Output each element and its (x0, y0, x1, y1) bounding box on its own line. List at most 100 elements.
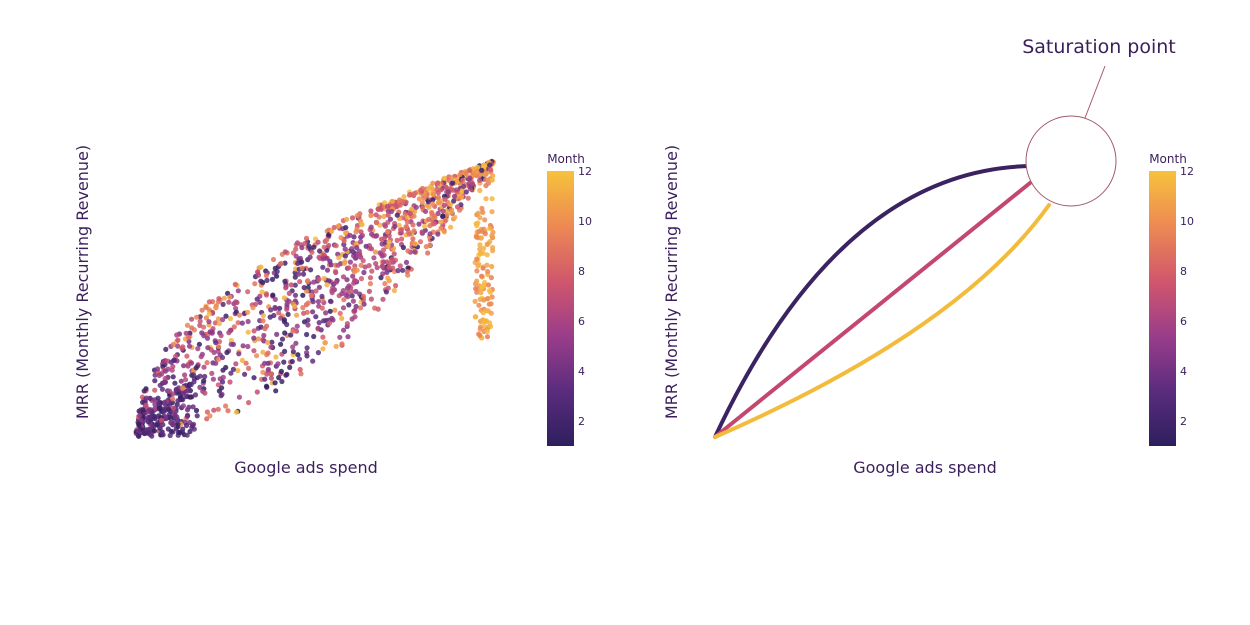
scatter-point (276, 375, 282, 381)
scatter-point (268, 344, 274, 350)
scatter-point (326, 320, 332, 326)
scatter-point (374, 265, 380, 271)
scatter-point (204, 335, 211, 341)
scatter-point (358, 239, 364, 245)
scatter-point (459, 194, 465, 200)
scatter-point (294, 312, 300, 318)
scatter-point (473, 314, 479, 320)
scatter-point (169, 367, 175, 373)
scatter-point (263, 383, 270, 389)
scatter-point (197, 373, 203, 379)
scatter-point (152, 378, 158, 384)
scatter-point (316, 284, 322, 290)
scatter-point (232, 281, 238, 287)
scatter-point (394, 237, 400, 243)
scatter-point (281, 317, 287, 323)
scatter-point (175, 398, 181, 404)
scatter-point (260, 349, 266, 355)
scatter-point (235, 368, 241, 374)
scatter-point (273, 354, 279, 360)
scatter-point (475, 164, 481, 170)
scatter-point (441, 202, 447, 208)
scatter-point (152, 401, 158, 407)
scatter-point (252, 281, 258, 287)
scatter-point (320, 256, 326, 262)
curves-x-axis-label: Google ads spend (853, 458, 997, 477)
scatter-point (264, 323, 270, 329)
scatter-point (236, 312, 242, 318)
scatter-point (353, 288, 359, 295)
scatter-point (381, 222, 387, 228)
scatter-point (194, 413, 200, 419)
scatter-point (183, 422, 190, 429)
scatter-point (293, 340, 299, 346)
scatter-point (387, 216, 394, 222)
scatter-point (188, 360, 195, 366)
scatter-point (333, 343, 339, 349)
scatter-point (484, 329, 490, 335)
scatter-point (372, 249, 379, 255)
scatter-point (473, 286, 479, 292)
scatter-point (272, 265, 278, 271)
scatter-point (405, 248, 411, 254)
scatter-point (411, 213, 417, 219)
scatter-point (168, 359, 174, 365)
scatter-point (175, 337, 181, 343)
scatter-point (223, 364, 229, 371)
scatter-point (420, 205, 426, 211)
scatter-point (315, 299, 321, 305)
scatter-points (133, 158, 497, 439)
scatter-point (438, 225, 444, 231)
scatter-point (411, 191, 417, 197)
scatter-point (216, 321, 222, 327)
scatter-point (404, 219, 410, 225)
scatter-point (175, 343, 181, 349)
scatter-point (339, 315, 345, 321)
scatter-point (297, 366, 303, 373)
scatter-point (352, 255, 359, 261)
scatter-point (343, 230, 349, 236)
scatter-point (277, 261, 283, 267)
scatter-point (289, 358, 295, 365)
scatter-point (407, 210, 413, 216)
scatter-point (488, 167, 494, 173)
scatter-point (260, 313, 266, 319)
scatter-point (484, 334, 491, 340)
scatter-point (269, 276, 276, 282)
scatter-point (254, 389, 260, 395)
scatter-point (366, 263, 372, 269)
scatter-point (454, 204, 461, 210)
scatter-point (255, 336, 261, 342)
scatter-point (270, 256, 277, 263)
scatter-point (182, 372, 188, 378)
scatter-point (209, 370, 215, 376)
scatter-point (346, 302, 352, 308)
scatter-point (201, 324, 207, 330)
scatter-colorbar: Month 2 4 6 8 10 12 (547, 152, 592, 446)
scatter-point (184, 432, 190, 438)
scatter-point (341, 297, 347, 303)
scatter-point (140, 407, 146, 413)
scatter-point (379, 253, 385, 259)
scatter-point (435, 194, 441, 200)
scatter-point (187, 394, 193, 400)
scatter-point (304, 331, 310, 338)
curve-month-1 (713, 164, 1032, 439)
scatter-point (408, 206, 415, 212)
scatter-point (382, 281, 388, 287)
scatter-point (354, 213, 360, 219)
scatter-point (321, 318, 327, 324)
scatter-point (251, 328, 257, 334)
scatter-point (156, 405, 162, 412)
scatter-point (368, 208, 374, 214)
scatter-point (357, 251, 363, 257)
scatter-point (323, 310, 329, 316)
scatter-point (337, 310, 343, 316)
scatter-point (400, 267, 406, 273)
scatter-point (465, 195, 471, 201)
scatter-point (474, 256, 480, 262)
scatter-point (412, 249, 418, 255)
scatter-point (300, 305, 306, 311)
scatter-point (317, 248, 323, 254)
scatter-point (292, 303, 298, 309)
